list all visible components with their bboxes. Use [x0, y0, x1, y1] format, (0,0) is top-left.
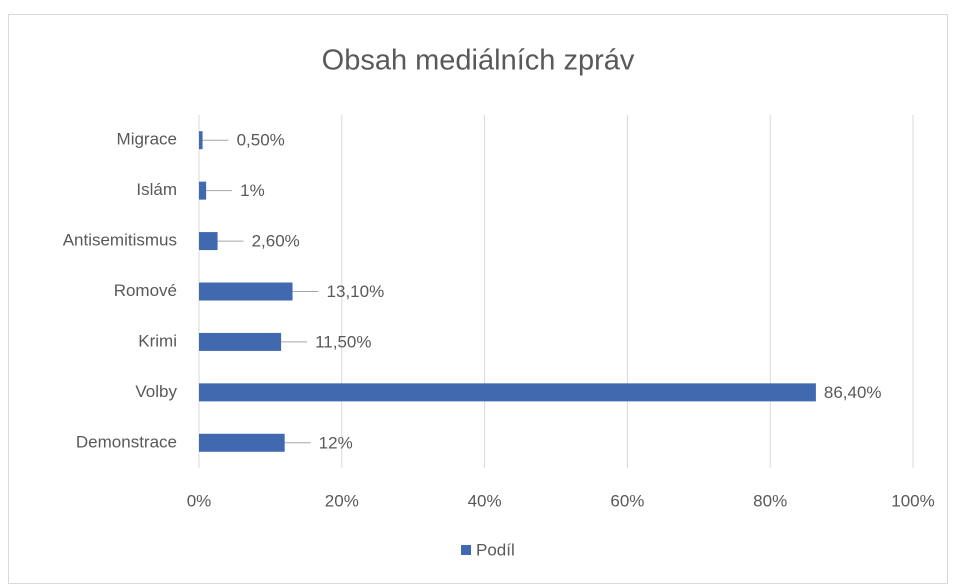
- x-tick-label: 20%: [325, 491, 359, 510]
- y-tick-label: Migrace: [117, 130, 177, 149]
- bar: [199, 433, 285, 452]
- y-tick-label: Volby: [135, 382, 177, 401]
- chart-frame: [8, 14, 948, 584]
- legend-label: Podíl: [476, 540, 515, 559]
- data-label: 12%: [319, 433, 353, 452]
- data-label: 86,40%: [824, 383, 882, 402]
- data-label: 11,50%: [315, 332, 371, 351]
- bar: [199, 383, 816, 402]
- bar: [199, 131, 203, 150]
- x-tick-label: 60%: [610, 491, 644, 510]
- x-tick-label: 80%: [753, 491, 787, 510]
- y-tick-label: Islám: [136, 180, 177, 199]
- data-label: 2,60%: [252, 232, 300, 251]
- bar: [199, 332, 282, 351]
- bar: [199, 181, 207, 200]
- y-tick-label: Romové: [114, 281, 177, 300]
- y-tick-label: Demonstrace: [76, 432, 177, 451]
- bar: [199, 232, 218, 251]
- data-label: 0,50%: [237, 131, 285, 150]
- x-tick-label: 40%: [468, 491, 502, 510]
- y-tick-label: Krimi: [138, 331, 177, 350]
- x-tick-label: 100%: [891, 491, 934, 510]
- data-label: 13,10%: [327, 282, 385, 301]
- chart-title: Obsah mediálních zpráv: [322, 45, 635, 77]
- legend-swatch: [461, 545, 471, 555]
- data-label: 1%: [240, 181, 265, 200]
- y-tick-label: Antisemitismus: [63, 231, 177, 250]
- bar: [199, 282, 293, 301]
- x-tick-label: 0%: [187, 491, 212, 510]
